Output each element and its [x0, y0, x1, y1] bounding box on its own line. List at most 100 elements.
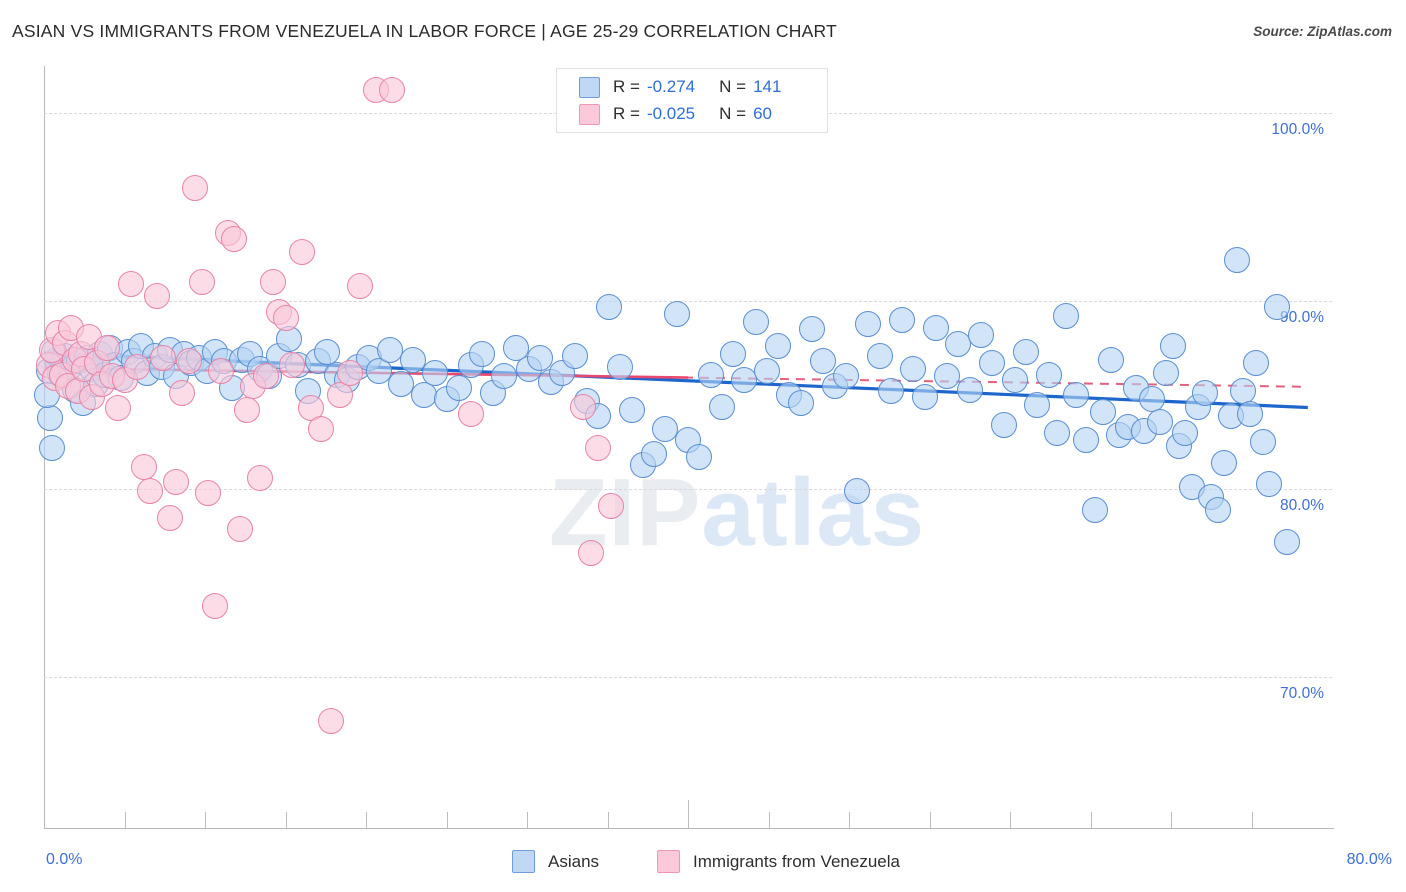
data-point-venezuela[interactable]: [130, 453, 157, 480]
data-point-asians[interactable]: [810, 348, 837, 375]
data-point-asians[interactable]: [607, 354, 634, 381]
data-point-asians[interactable]: [832, 363, 859, 390]
data-point-venezuela[interactable]: [156, 504, 183, 531]
data-point-asians[interactable]: [900, 355, 927, 382]
data-point-venezuela[interactable]: [163, 468, 190, 495]
data-point-asians[interactable]: [663, 301, 690, 328]
data-point-venezuela[interactable]: [188, 269, 215, 296]
data-point-venezuela[interactable]: [597, 493, 624, 520]
data-point-asians[interactable]: [1072, 427, 1099, 454]
data-point-venezuela[interactable]: [201, 592, 228, 619]
data-point-asians[interactable]: [1053, 303, 1080, 330]
data-point-asians[interactable]: [742, 308, 769, 335]
data-point-venezuela[interactable]: [259, 269, 286, 296]
data-point-asians[interactable]: [1211, 449, 1238, 476]
data-point-venezuela[interactable]: [220, 226, 247, 253]
data-point-asians[interactable]: [491, 363, 518, 390]
data-point-asians[interactable]: [399, 346, 426, 373]
data-point-asians[interactable]: [1035, 361, 1062, 388]
data-point-asians[interactable]: [1204, 497, 1231, 524]
data-point-asians[interactable]: [708, 393, 735, 420]
data-point-venezuela[interactable]: [227, 515, 254, 542]
data-point-asians[interactable]: [945, 331, 972, 358]
data-point-venezuela[interactable]: [150, 344, 177, 371]
data-point-asians[interactable]: [697, 361, 724, 388]
data-point-asians[interactable]: [468, 340, 495, 367]
data-point-venezuela[interactable]: [307, 416, 334, 443]
data-point-venezuela[interactable]: [346, 273, 373, 300]
data-point-asians[interactable]: [1043, 419, 1070, 446]
data-point-asians[interactable]: [618, 397, 645, 424]
data-point-venezuela[interactable]: [578, 540, 605, 567]
data-point-venezuela[interactable]: [93, 335, 120, 362]
data-point-asians[interactable]: [422, 359, 449, 386]
data-point-asians[interactable]: [1249, 429, 1276, 456]
data-point-venezuela[interactable]: [143, 282, 170, 309]
data-point-asians[interactable]: [1063, 382, 1089, 409]
series-legend-item-venezuela[interactable]: Immigrants from Venezuela: [657, 850, 900, 873]
data-point-venezuela[interactable]: [278, 352, 305, 379]
data-point-asians[interactable]: [652, 416, 679, 443]
data-point-asians[interactable]: [922, 314, 949, 341]
data-point-asians[interactable]: [934, 363, 961, 390]
data-point-asians[interactable]: [968, 322, 995, 349]
data-point-asians[interactable]: [1024, 391, 1051, 418]
data-point-asians[interactable]: [1230, 378, 1257, 405]
data-point-asians[interactable]: [410, 382, 437, 409]
data-point-asians[interactable]: [1236, 401, 1263, 428]
data-point-venezuela[interactable]: [246, 465, 273, 492]
data-point-asians[interactable]: [990, 412, 1017, 439]
data-point-venezuela[interactable]: [208, 357, 235, 384]
data-point-asians[interactable]: [446, 374, 473, 401]
data-point-venezuela[interactable]: [233, 397, 260, 424]
data-point-asians[interactable]: [641, 440, 668, 467]
data-point-venezuela[interactable]: [457, 401, 484, 428]
data-point-asians[interactable]: [1146, 408, 1173, 435]
data-point-asians[interactable]: [1153, 359, 1180, 386]
data-point-asians[interactable]: [37, 404, 64, 431]
data-point-venezuela[interactable]: [137, 478, 164, 505]
data-point-venezuela[interactable]: [288, 239, 315, 266]
data-point-asians[interactable]: [753, 357, 780, 384]
data-point-venezuela[interactable]: [253, 363, 280, 390]
data-point-venezuela[interactable]: [175, 348, 202, 375]
data-point-venezuela[interactable]: [169, 380, 196, 407]
series-legend-item-asians[interactable]: Asians: [512, 850, 599, 873]
data-point-asians[interactable]: [855, 310, 882, 337]
data-point-venezuela[interactable]: [105, 395, 132, 422]
data-point-asians[interactable]: [1191, 380, 1218, 407]
data-point-venezuela[interactable]: [124, 354, 151, 381]
data-point-asians[interactable]: [720, 340, 747, 367]
data-point-asians[interactable]: [1001, 367, 1028, 394]
data-point-venezuela[interactable]: [570, 393, 597, 420]
data-point-asians[interactable]: [1082, 497, 1109, 524]
data-point-venezuela[interactable]: [195, 480, 222, 507]
data-point-asians[interactable]: [1013, 338, 1040, 365]
data-point-asians[interactable]: [844, 478, 871, 505]
data-point-venezuela[interactable]: [317, 707, 344, 734]
data-point-asians[interactable]: [1273, 529, 1300, 555]
data-point-venezuela[interactable]: [584, 434, 611, 461]
data-point-asians[interactable]: [798, 316, 825, 343]
data-point-asians[interactable]: [731, 367, 758, 394]
data-point-asians[interactable]: [889, 307, 916, 333]
data-point-venezuela[interactable]: [336, 359, 363, 386]
data-point-asians[interactable]: [1256, 470, 1283, 497]
data-point-venezuela[interactable]: [272, 305, 299, 332]
data-point-asians[interactable]: [1264, 293, 1291, 320]
data-point-venezuela[interactable]: [378, 77, 405, 104]
data-point-asians[interactable]: [911, 384, 938, 411]
data-point-asians[interactable]: [526, 344, 553, 371]
data-point-asians[interactable]: [1172, 419, 1199, 446]
data-point-asians[interactable]: [1159, 333, 1186, 360]
data-point-asians[interactable]: [39, 434, 66, 461]
data-point-venezuela[interactable]: [327, 382, 354, 409]
data-point-asians[interactable]: [686, 444, 713, 471]
data-point-asians[interactable]: [596, 293, 623, 320]
data-point-asians[interactable]: [877, 378, 904, 405]
data-point-venezuela[interactable]: [117, 271, 144, 298]
data-point-asians[interactable]: [1098, 346, 1125, 373]
data-point-asians[interactable]: [979, 350, 1006, 377]
data-point-venezuela[interactable]: [182, 175, 209, 202]
data-point-asians[interactable]: [866, 342, 893, 369]
